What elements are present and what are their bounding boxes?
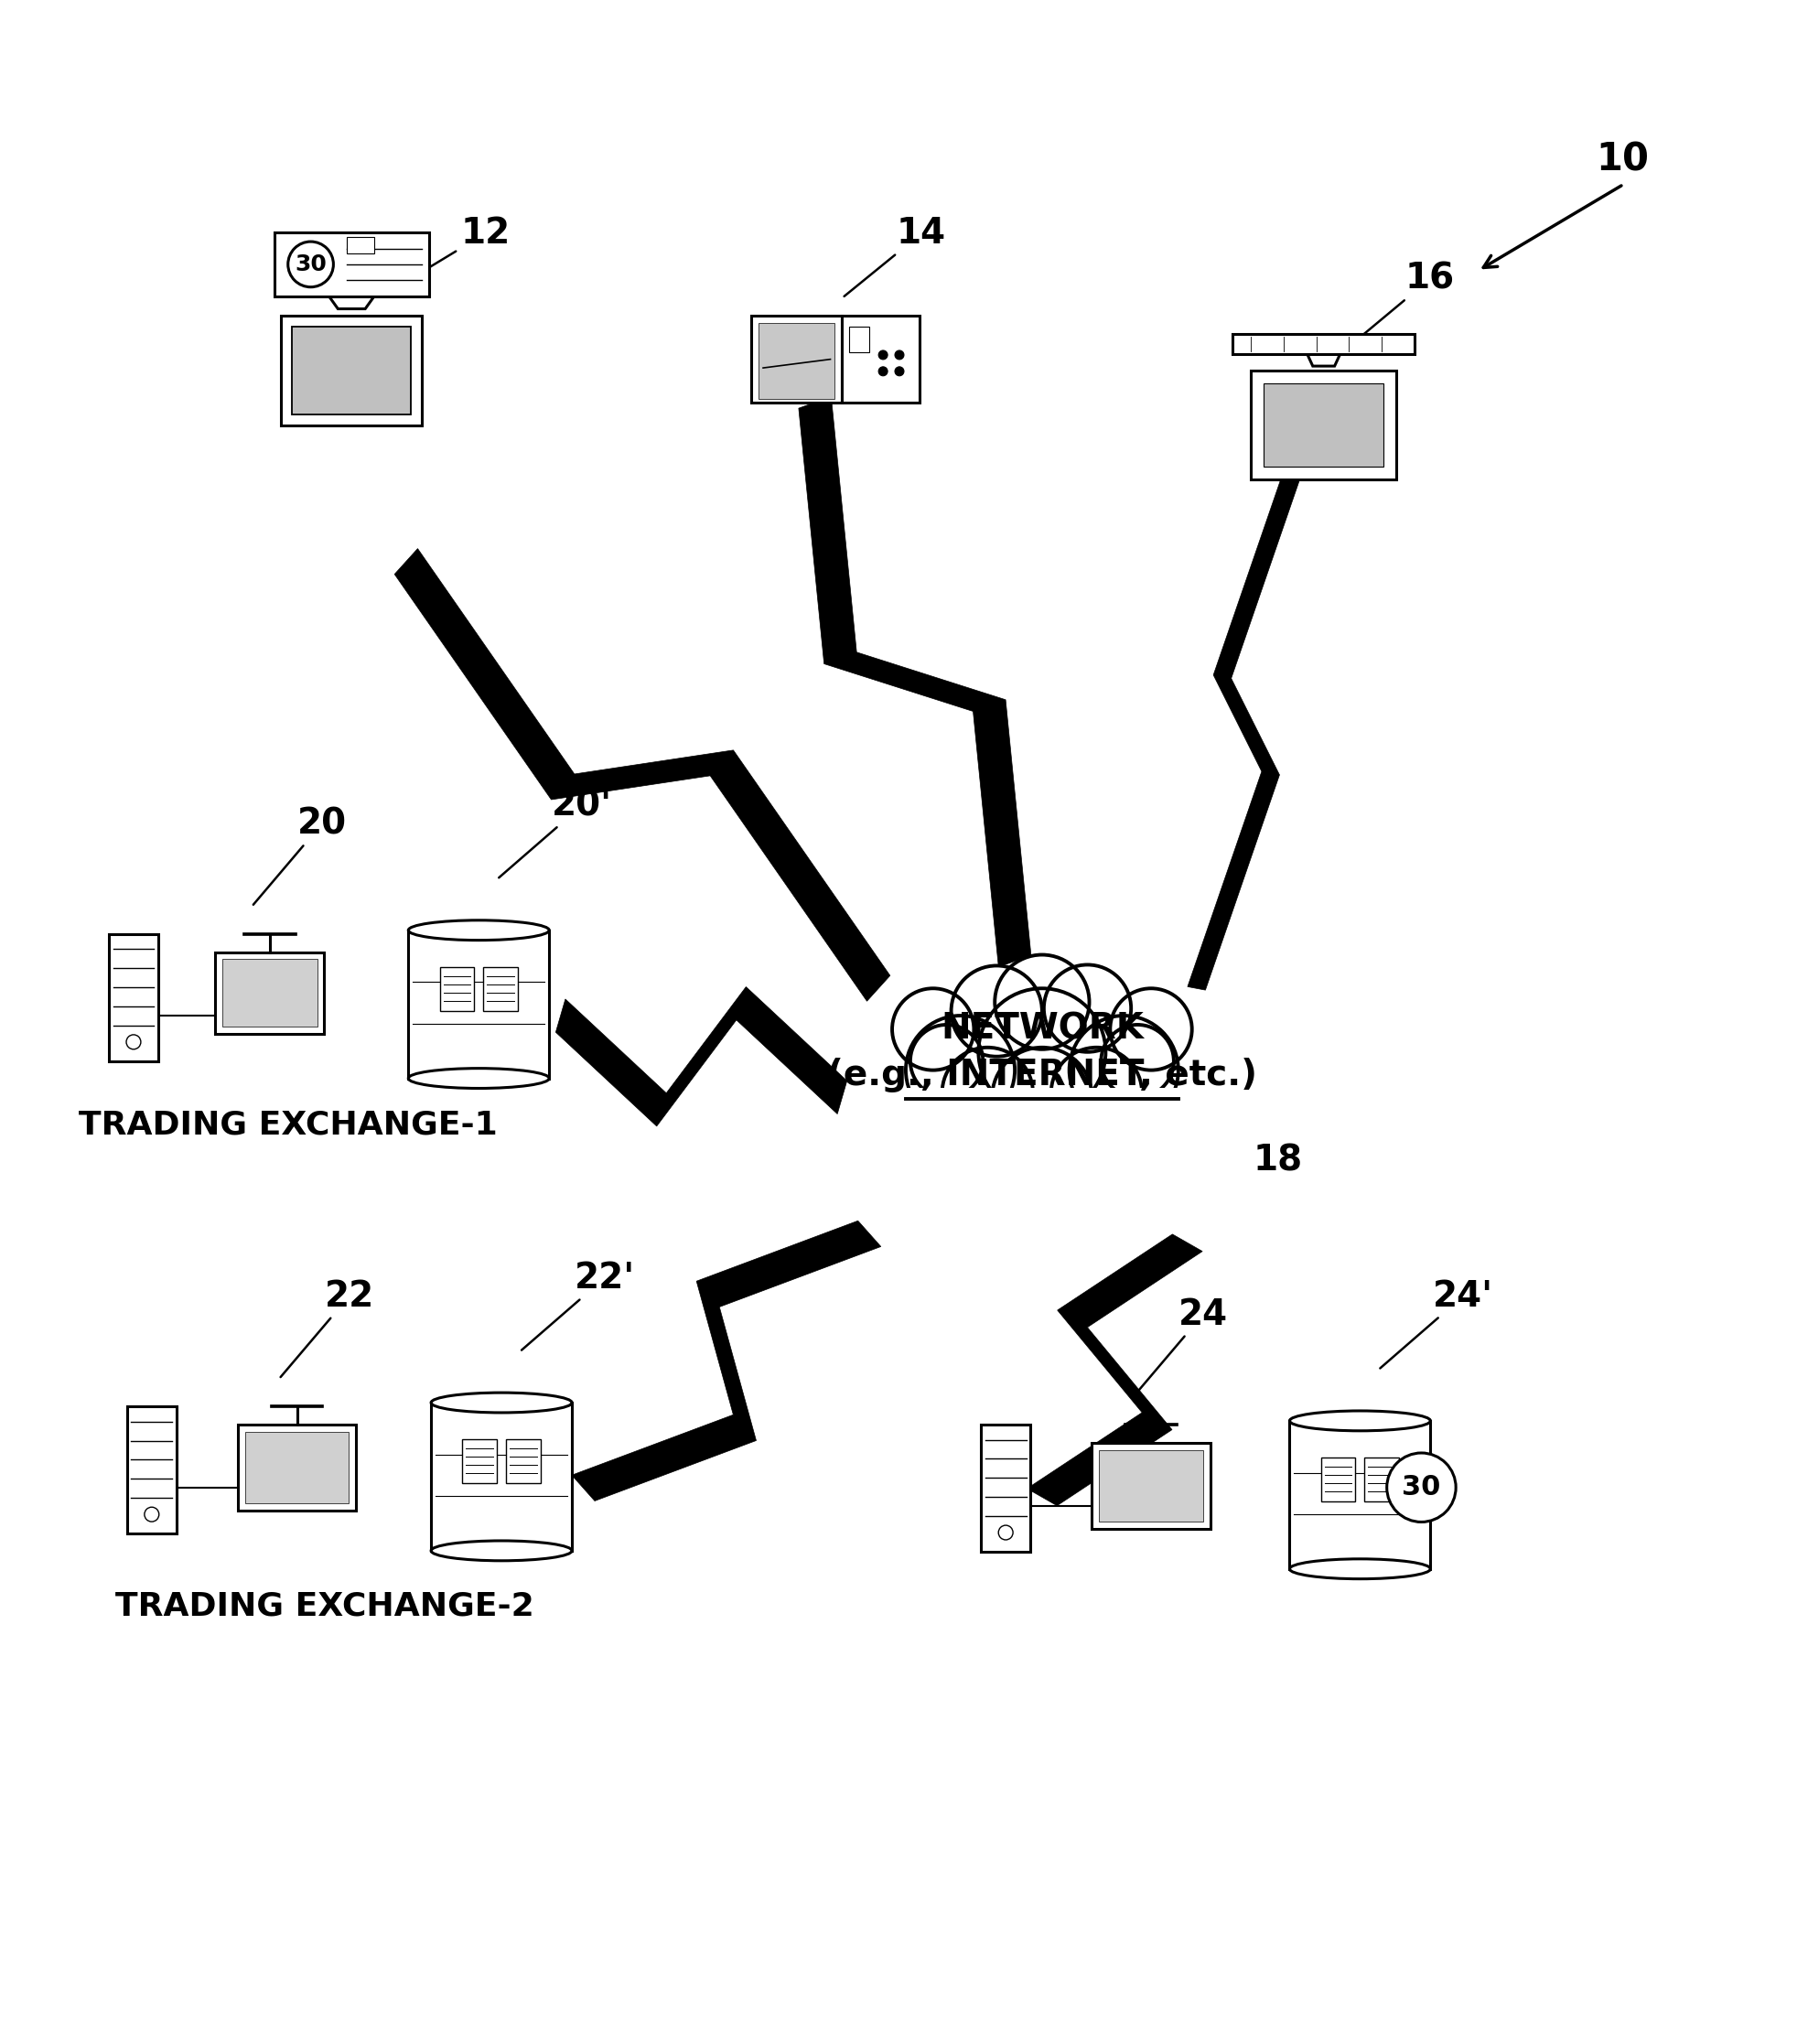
Bar xyxy=(981,1425,1031,1551)
Text: 18: 18 xyxy=(1254,1143,1303,1179)
Text: TRADING EXCHANGE-1: TRADING EXCHANGE-1 xyxy=(79,1110,498,1141)
Polygon shape xyxy=(555,987,846,1126)
Bar xyxy=(431,1402,571,1551)
Bar xyxy=(347,237,374,253)
Bar xyxy=(888,1087,1197,1161)
Circle shape xyxy=(895,350,904,360)
Bar xyxy=(237,1425,356,1511)
Polygon shape xyxy=(329,296,374,309)
Bar xyxy=(483,967,518,1012)
Bar xyxy=(758,323,836,399)
Circle shape xyxy=(942,1047,1033,1139)
Ellipse shape xyxy=(1290,1560,1430,1578)
Bar xyxy=(440,967,474,1012)
Ellipse shape xyxy=(408,920,550,940)
Bar xyxy=(1093,1443,1209,1529)
Polygon shape xyxy=(798,397,1031,967)
Text: 30: 30 xyxy=(295,253,327,276)
Polygon shape xyxy=(1308,354,1341,366)
Polygon shape xyxy=(1028,1235,1202,1506)
Bar xyxy=(751,317,843,403)
Text: 10: 10 xyxy=(1596,141,1650,180)
Circle shape xyxy=(906,1016,1015,1124)
Text: 20': 20' xyxy=(500,789,613,877)
Polygon shape xyxy=(1188,460,1305,989)
Bar xyxy=(1364,1457,1400,1502)
Circle shape xyxy=(999,1525,1014,1539)
Bar xyxy=(843,317,920,403)
Polygon shape xyxy=(395,548,890,1002)
Bar xyxy=(244,1431,349,1504)
Text: NETWORK
(e.g., INTERNET, etc.): NETWORK (e.g., INTERNET, etc.) xyxy=(827,1012,1258,1091)
Text: TRADING EXCHANGE-2: TRADING EXCHANGE-2 xyxy=(115,1590,534,1621)
Circle shape xyxy=(996,955,1089,1049)
Circle shape xyxy=(978,989,1105,1116)
Ellipse shape xyxy=(408,1069,550,1087)
Circle shape xyxy=(1387,1453,1456,1523)
Circle shape xyxy=(144,1506,158,1521)
Text: 12: 12 xyxy=(381,217,510,296)
Circle shape xyxy=(288,241,334,286)
Circle shape xyxy=(1051,1047,1141,1139)
Circle shape xyxy=(1111,989,1191,1071)
Bar xyxy=(1233,335,1414,354)
Bar xyxy=(216,953,323,1034)
Circle shape xyxy=(126,1034,140,1049)
Ellipse shape xyxy=(431,1392,571,1412)
Circle shape xyxy=(1044,965,1130,1053)
Ellipse shape xyxy=(431,1541,571,1562)
Text: 14: 14 xyxy=(845,217,947,296)
Bar xyxy=(507,1439,541,1484)
Circle shape xyxy=(911,1024,983,1098)
Text: 30: 30 xyxy=(1402,1474,1441,1500)
Text: 22: 22 xyxy=(280,1280,374,1378)
Text: 20: 20 xyxy=(253,807,347,905)
Circle shape xyxy=(895,366,904,376)
Bar xyxy=(1263,384,1384,466)
Circle shape xyxy=(879,366,888,376)
Ellipse shape xyxy=(1290,1410,1430,1431)
Polygon shape xyxy=(571,1220,881,1500)
Bar xyxy=(108,934,158,1061)
Bar xyxy=(1251,370,1396,480)
Circle shape xyxy=(951,965,1042,1057)
Bar xyxy=(128,1406,176,1533)
Bar xyxy=(1321,1457,1355,1502)
Circle shape xyxy=(992,1047,1093,1147)
Bar xyxy=(275,233,429,296)
Bar xyxy=(850,327,870,352)
Text: 22': 22' xyxy=(521,1261,634,1351)
Circle shape xyxy=(1102,1024,1173,1098)
Text: 16: 16 xyxy=(1344,262,1456,352)
Bar xyxy=(293,327,412,415)
Text: 24': 24' xyxy=(1380,1280,1493,1367)
Circle shape xyxy=(891,989,974,1071)
Circle shape xyxy=(1069,1016,1179,1124)
Bar xyxy=(462,1439,498,1484)
Bar xyxy=(1100,1449,1202,1521)
Text: 24: 24 xyxy=(1134,1298,1227,1396)
Bar xyxy=(280,317,422,425)
Circle shape xyxy=(879,350,888,360)
Bar xyxy=(223,959,316,1026)
Bar xyxy=(1290,1421,1430,1570)
Bar xyxy=(408,930,550,1079)
